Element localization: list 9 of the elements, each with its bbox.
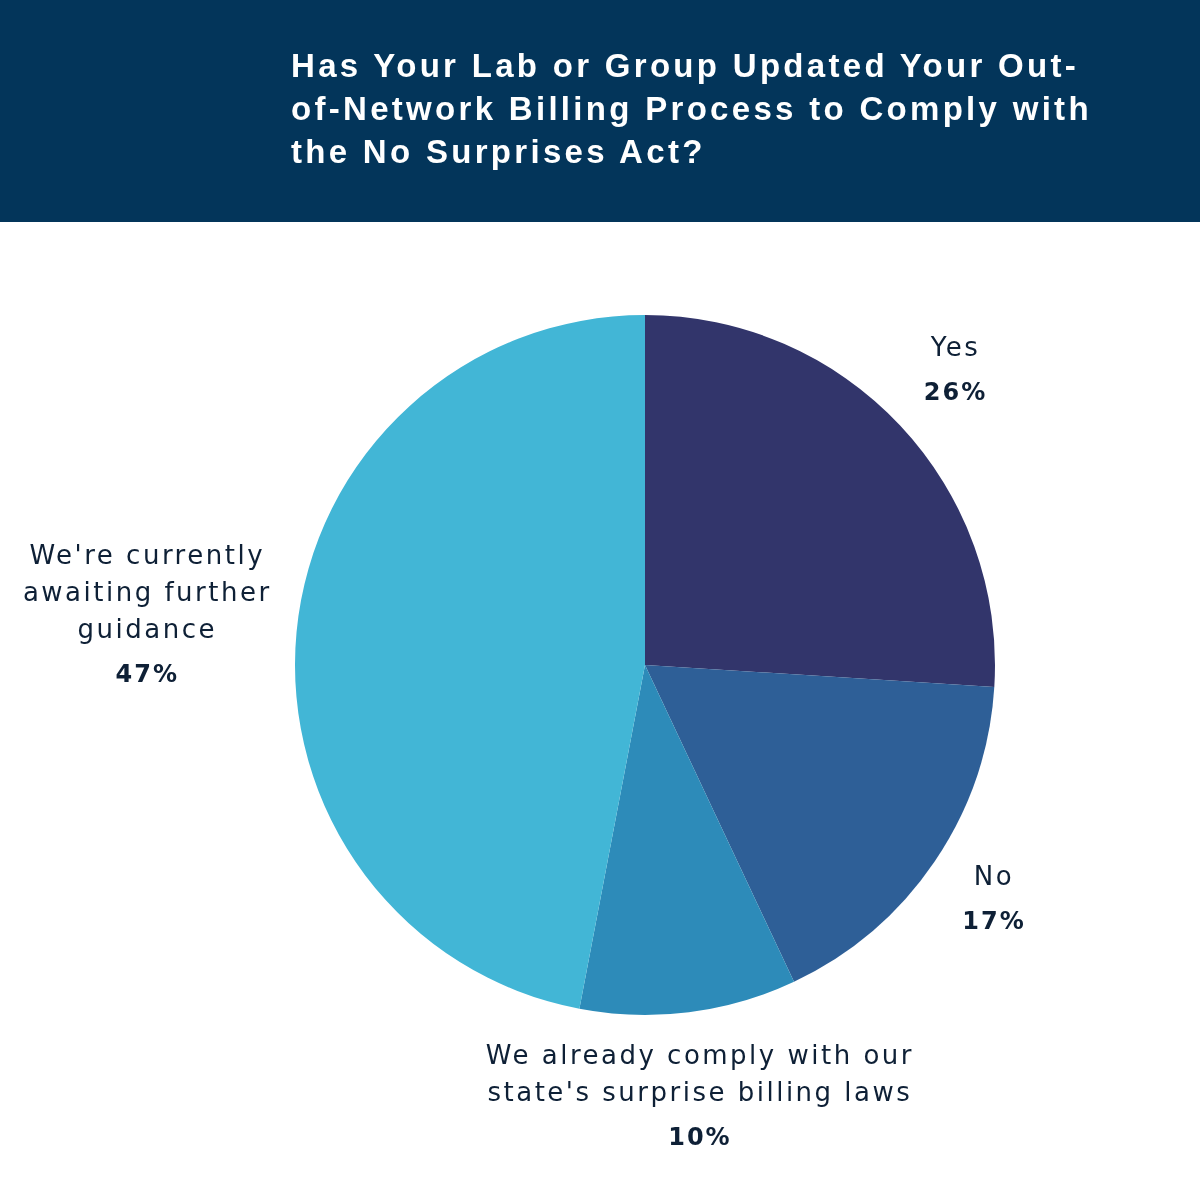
slice-label: Yes bbox=[929, 332, 981, 363]
slice-label: We already comply with our state's surprise billing laws bbox=[485, 1039, 915, 1107]
data-label: 26% bbox=[923, 378, 988, 407]
data-label: 10% bbox=[668, 1122, 732, 1151]
slice-label: We're currently awaiting further guidance bbox=[22, 539, 272, 644]
data-label: 47% bbox=[115, 659, 179, 688]
chart-title: Has Your Lab or Group Updated Your Out-of-Network Billing Process to Comply with the No Surprises Act? bbox=[291, 46, 1093, 172]
slice-label: No bbox=[973, 860, 1015, 891]
data-label: 17% bbox=[962, 906, 1026, 935]
